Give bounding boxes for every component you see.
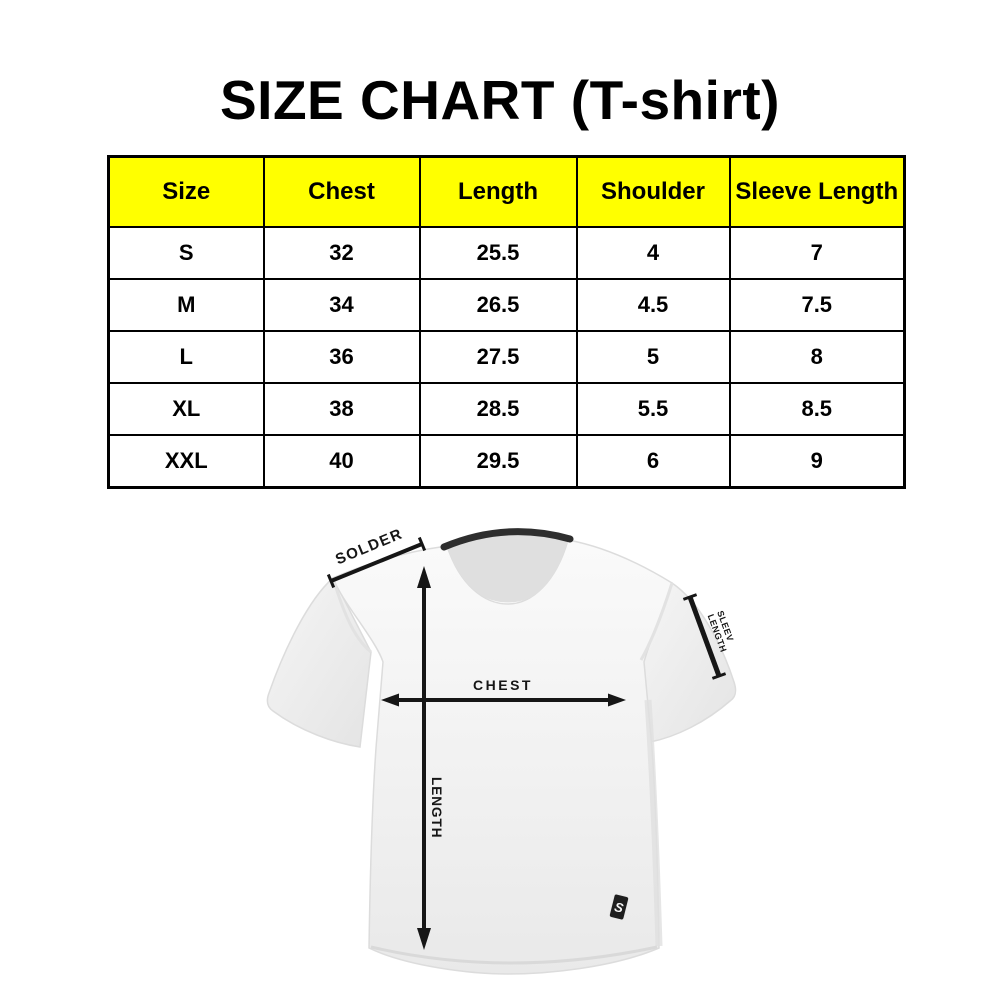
brand-logo-letter: S (613, 899, 625, 916)
col-header-size: Size (107, 155, 265, 228)
table-cell: 38 (262, 382, 421, 436)
table-cell: 4.5 (575, 278, 731, 332)
table-cell: 6 (575, 434, 731, 489)
table-cell: 34 (262, 278, 421, 332)
brand-logo-tag: S (608, 893, 630, 921)
col-header-chest: Chest (262, 155, 421, 228)
length-arrow (417, 566, 431, 950)
chest-label: CHEST (473, 677, 533, 693)
shoulder-dimension (326, 536, 427, 589)
table-cell: 8.5 (728, 382, 906, 436)
table-cell: 4 (575, 226, 731, 280)
table-cell: 7.5 (728, 278, 906, 332)
row-label: XL (107, 382, 265, 436)
row-label: S (107, 226, 265, 280)
table-cell: 5.5 (575, 382, 731, 436)
table-row-xxl: XXL 40 29.5 6 9 (107, 434, 906, 489)
table-row-m: M 34 26.5 4.5 7.5 (107, 278, 906, 332)
col-header-sleeve-length: Sleeve Length (728, 155, 906, 228)
hem-stitch (370, 945, 658, 965)
tshirt-neck-opening (447, 532, 568, 603)
left-shoulder-seam (331, 577, 372, 654)
table-row-xl: XL 38 28.5 5.5 8.5 (107, 382, 906, 436)
header-row: Size Chest Length Shoulder Sleeve Length (107, 155, 906, 228)
length-label: LENGTH (429, 777, 444, 839)
table-cell: 26.5 (418, 278, 578, 332)
table-cell: 8 (728, 330, 906, 384)
chest-arrow (381, 693, 626, 707)
tshirt-left-sleeve (266, 576, 372, 748)
right-side-shade (644, 699, 663, 947)
table-cell: 27.5 (418, 330, 578, 384)
table-cell: 29.5 (418, 434, 578, 489)
row-label: XXL (107, 434, 265, 489)
right-shoulder-seam (639, 582, 674, 661)
table-cell: 9 (728, 434, 906, 489)
table-cell: 32 (262, 226, 421, 280)
table-row-l: L 36 27.5 5 8 (107, 330, 906, 384)
tshirt-collar (440, 528, 574, 551)
tshirt-right-sleeve (640, 581, 737, 743)
table-cell: 5 (575, 330, 731, 384)
page-title: SIZE CHART (T-shirt) (220, 69, 780, 131)
tshirt-measurement-diagram: SOLDER LENGTH CHEST SLEEV LENGTH S (266, 525, 737, 975)
table-cell: 36 (262, 330, 421, 384)
table-row-s: S 32 25.5 4 7 (107, 226, 906, 280)
col-header-length: Length (418, 155, 578, 228)
table-cell: 40 (262, 434, 421, 489)
col-header-shoulder: Shoulder (575, 155, 731, 228)
table-cell: 28.5 (418, 382, 578, 436)
row-label: M (107, 278, 265, 332)
table-cell: 7 (728, 226, 906, 280)
sleeve-length-dimension (682, 593, 727, 680)
table-cell: 25.5 (418, 226, 578, 280)
row-label: L (107, 330, 265, 384)
size-chart-table: Size Chest Length Shoulder Sleeve Length… (107, 155, 906, 489)
